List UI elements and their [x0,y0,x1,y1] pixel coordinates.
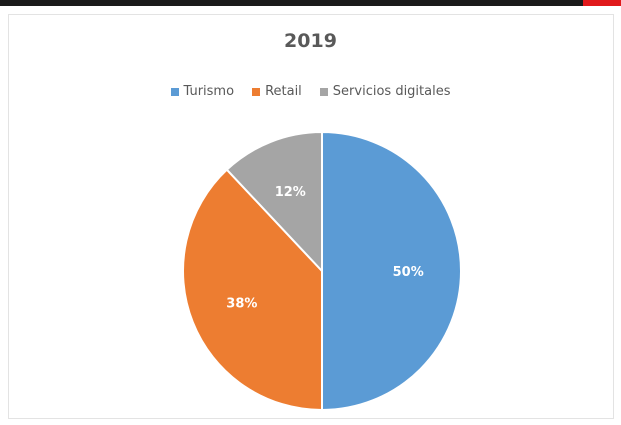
slice-label-servicios-digitales: 12% [275,185,306,200]
slice-label-retail: 38% [226,297,257,312]
chart-legend: Turismo Retail Servicios digitales [0,84,621,99]
top-window-bar [0,0,621,6]
legend-item-turismo: Turismo [170,84,235,99]
red-accent-tab [583,0,621,6]
legend-label-turismo: Turismo [183,84,235,99]
pie-slice-turismo [321,130,462,412]
legend-swatch-servicios-digitales [319,87,328,96]
legend-item-servicios-digitales: Servicios digitales [319,84,451,99]
legend-swatch-turismo [170,87,179,96]
legend-label-retail: Retail [265,84,302,99]
pie-slice-servicios-digitales [225,130,323,274]
slice-label-turismo: 50% [393,265,424,280]
legend-label-servicios-digitales: Servicios digitales [332,84,451,99]
legend-item-retail: Retail [252,84,302,99]
legend-swatch-retail [252,87,261,96]
pie-slices [182,130,462,412]
pie-slice-labels: 50% 38% 12% [226,185,423,312]
pie-slice-retail [182,168,323,412]
chart-title: 2019 [284,30,337,52]
